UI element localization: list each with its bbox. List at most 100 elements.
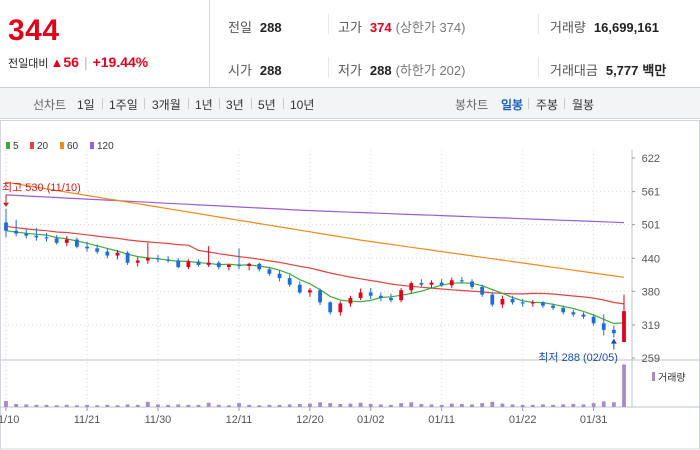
volume-bar xyxy=(551,404,555,407)
candle-body xyxy=(541,302,545,306)
x-axis: 11/10 11/21 11/30 12/11 12/20 01/02 01/11 01/22… xyxy=(0,407,607,426)
tab-10year[interactable]: 10년 xyxy=(290,98,315,112)
volume-bar xyxy=(54,405,59,407)
trade-value-label: 거래대금 xyxy=(550,63,598,78)
candle-body xyxy=(449,280,454,286)
volume-bar xyxy=(338,403,343,407)
up-triangle-icon: ▲ xyxy=(50,55,64,70)
open-price: 시가 288 xyxy=(228,60,282,79)
candle-body xyxy=(318,290,322,303)
chart-frame xyxy=(0,120,700,450)
candle-body xyxy=(297,284,302,293)
volume-bar xyxy=(571,403,576,407)
current-price: 344 xyxy=(8,14,60,47)
volume-bar xyxy=(64,404,69,407)
volume-legend-swatch xyxy=(652,372,655,381)
volume-bar xyxy=(520,404,525,407)
legend-swatch-120 xyxy=(90,142,94,149)
volume-bar xyxy=(145,401,150,407)
candle-body xyxy=(115,252,120,256)
candle-body xyxy=(480,286,485,295)
candle-body xyxy=(622,311,626,343)
tab-3year[interactable]: 3년 xyxy=(226,98,244,112)
candlestick-chart[interactable]: 5 20 60 120 622 561 501 440 380 319 259 거래량 11/10… xyxy=(0,120,700,450)
candle-body xyxy=(520,302,525,304)
candle-body xyxy=(368,292,373,296)
x-tick-label: 11/30 xyxy=(145,414,172,426)
candle-body xyxy=(105,251,110,256)
legend-swatch-60 xyxy=(60,142,64,149)
tab-monthly[interactable]: 월봉 xyxy=(572,98,595,112)
tab-3month[interactable]: 3개월 xyxy=(152,98,181,112)
tab-weekly[interactable]: 주봉 xyxy=(536,98,559,112)
candle-body xyxy=(54,238,59,243)
volume-bar xyxy=(611,402,616,407)
volume-bar xyxy=(95,405,100,407)
chart-annotations: 최고 530 (11/10) 최저 288 (02/05) xyxy=(2,181,618,364)
ma120-line xyxy=(5,194,625,224)
volume-bar xyxy=(115,405,120,407)
volume-bar xyxy=(135,404,140,407)
candle-body xyxy=(500,299,505,305)
volume-bar xyxy=(186,404,191,407)
candle-body xyxy=(186,261,191,268)
tab-separator xyxy=(144,98,145,109)
ma60-line xyxy=(5,181,625,278)
candle-body xyxy=(277,273,282,279)
legend-swatch-20 xyxy=(30,142,34,149)
volume-bar xyxy=(368,403,373,407)
change-label: 전일대비 xyxy=(8,58,49,70)
volume-bar xyxy=(267,404,272,407)
price-box: 344 전일대비 ▲56 | +19.44% xyxy=(0,0,210,88)
tab-1year[interactable]: 1년 xyxy=(195,98,213,112)
candle-body xyxy=(348,297,353,304)
high-annotation: 최고 530 (11/10) xyxy=(2,181,81,194)
y-axis: 622 561 501 440 380 319 259 xyxy=(632,153,660,365)
volume-bar xyxy=(399,403,404,407)
tab-1day[interactable]: 1일 xyxy=(77,98,95,112)
y-tick-label: 259 xyxy=(642,353,660,365)
volume-bar xyxy=(601,401,606,407)
volume-bar xyxy=(348,403,353,407)
volume-bar xyxy=(378,404,383,407)
candle-body xyxy=(490,294,495,305)
volume-bar xyxy=(247,404,252,407)
x-tick-label: 11/21 xyxy=(74,414,101,426)
candle-body xyxy=(328,302,333,313)
prev-close-value: 288 xyxy=(259,20,282,35)
candle-body xyxy=(308,290,312,293)
candle-body xyxy=(611,329,616,334)
tab-separator xyxy=(219,98,220,109)
candle-body xyxy=(64,239,69,243)
volume-bar xyxy=(14,403,19,407)
tab-1week[interactable]: 1주일 xyxy=(109,98,138,112)
volume-bar xyxy=(125,404,130,407)
legend-label-60: 60 xyxy=(67,141,79,152)
candle-body xyxy=(439,282,444,286)
candle-body xyxy=(591,316,596,324)
candles xyxy=(4,208,626,343)
volume-bar xyxy=(257,405,262,407)
tab-daily[interactable]: 일봉 xyxy=(501,98,524,112)
candle-body xyxy=(226,264,231,268)
volume-bar xyxy=(206,402,211,407)
volume-bar xyxy=(277,404,282,407)
volume-bar xyxy=(500,403,505,407)
volume-info: 거래량 16,699,161 xyxy=(550,17,659,36)
volume-bar xyxy=(409,402,414,407)
candle-body xyxy=(85,246,89,249)
volume-bar xyxy=(34,404,39,407)
volume-bar xyxy=(105,404,110,407)
candle-body xyxy=(216,262,221,268)
chart-grid xyxy=(0,120,700,450)
down-arrow-icon xyxy=(3,202,9,207)
change-row: 전일대비 ▲56 | +19.44% xyxy=(8,54,148,71)
candle-body xyxy=(358,292,363,298)
volume-bar xyxy=(541,404,545,407)
x-tick-label: 01/02 xyxy=(357,414,385,426)
volume-legend-label: 거래량 xyxy=(658,372,686,384)
volume-bar xyxy=(287,404,292,407)
tab-5year[interactable]: 5년 xyxy=(258,98,276,112)
open-value: 288 xyxy=(259,63,282,78)
y-tick-label: 319 xyxy=(642,320,660,332)
